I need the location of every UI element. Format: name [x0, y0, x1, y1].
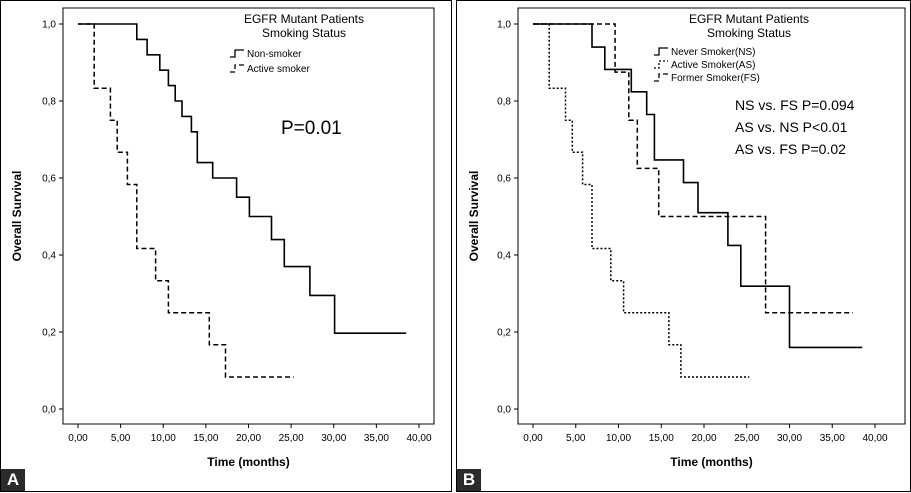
y-tick-label: 0,2 — [42, 328, 56, 339]
panel-label-b: B — [457, 469, 481, 491]
x-tick-label: 30,00 — [321, 433, 346, 444]
x-tick-label: 20,00 — [236, 433, 261, 444]
x-tick-label: 40,00 — [406, 433, 431, 444]
x-tick-label: 15,00 — [649, 433, 674, 444]
legend-swatch — [654, 73, 668, 82]
y-tick-label: 0,4 — [42, 251, 56, 262]
x-tick-label: 5,00 — [566, 433, 586, 444]
x-tick-label: 5,00 — [111, 433, 131, 444]
x-axis-title: Time (months) — [207, 455, 289, 469]
y-tick-label: 0,0 — [497, 405, 511, 416]
x-tick-label: 15,00 — [193, 433, 218, 444]
y-tick-label: 0,0 — [42, 405, 56, 416]
series-line-1 — [533, 23, 863, 349]
chart-title: EGFR Mutant Patients — [244, 12, 364, 26]
legend-label: Non-smoker — [247, 49, 302, 60]
y-tick-label: 0,8 — [42, 97, 56, 108]
legend-label: Former Smoker(FS) — [671, 73, 760, 84]
p-value-annotation: P=0.01 — [281, 118, 342, 139]
y-tick-label: 1,0 — [42, 20, 56, 31]
chart-b-svg: 0,0 0,2 0,4 0,6 0,8 1,0 0,00 5,00 10,00 15,00 20,0… — [467, 7, 906, 469]
plot-frame — [517, 7, 906, 425]
legend-label: Active Smoker(AS) — [671, 60, 755, 71]
y-tick-label: 0,6 — [497, 174, 511, 185]
legend-label: Never Smoker(NS) — [671, 47, 755, 58]
y-tick-label: 0,4 — [497, 251, 511, 262]
x-tick-label: 25,00 — [279, 433, 304, 444]
panel-a: 0,0 0,2 0,4 0,6 0,8 1,0 0,00 5,00 10,00 15,00 20,0… — [0, 0, 452, 492]
chart-subtitle: Smoking Status — [262, 26, 346, 40]
chart-a-svg: 0,0 0,2 0,4 0,6 0,8 1,0 0,00 5,00 10,00 15,00 20,0… — [10, 7, 435, 469]
x-tick-label: 10,00 — [151, 433, 176, 444]
y-tick-label: 1,0 — [497, 20, 511, 31]
x-tick-label: 0,00 — [68, 433, 88, 444]
panel-b: 0,0 0,2 0,4 0,6 0,8 1,0 0,00 5,00 10,00 15,00 20,0… — [456, 0, 911, 492]
y-axis-title: Overall Survival — [467, 171, 481, 262]
legend-swatch — [654, 60, 668, 69]
x-tick-label: 40,00 — [862, 433, 887, 444]
x-tick-label: 10,00 — [606, 433, 631, 444]
x-tick-label: 20,00 — [691, 433, 716, 444]
legend-swatch — [230, 49, 244, 58]
x-tick-label: 35,00 — [364, 433, 389, 444]
series-line-2 — [78, 23, 294, 378]
p-value-annotation: AS vs. FS P=0.02 — [735, 141, 846, 157]
panel-label-a: A — [1, 469, 25, 491]
chart-title: EGFR Mutant Patients — [689, 12, 809, 26]
legend-swatch — [230, 64, 244, 73]
legend-label: Active smoker — [247, 64, 310, 75]
x-tick-label: 35,00 — [820, 433, 845, 444]
x-tick-label: 30,00 — [777, 433, 802, 444]
y-tick-label: 0,8 — [497, 97, 511, 108]
x-axis-title: Time (months) — [670, 455, 752, 469]
y-tick-label: 0,6 — [42, 174, 56, 185]
p-value-annotation: AS vs. NS P<0.01 — [735, 119, 848, 135]
y-tick-label: 0,2 — [497, 328, 511, 339]
y-axis-title: Overall Survival — [10, 171, 24, 262]
x-tick-label: 0,00 — [523, 433, 543, 444]
x-tick-label: 25,00 — [734, 433, 759, 444]
series-line-3 — [533, 23, 853, 314]
chart-subtitle: Smoking Status — [707, 26, 791, 40]
series-line-1 — [78, 23, 407, 334]
p-value-annotation: NS vs. FS P=0.094 — [735, 97, 855, 113]
legend-swatch — [654, 47, 668, 56]
